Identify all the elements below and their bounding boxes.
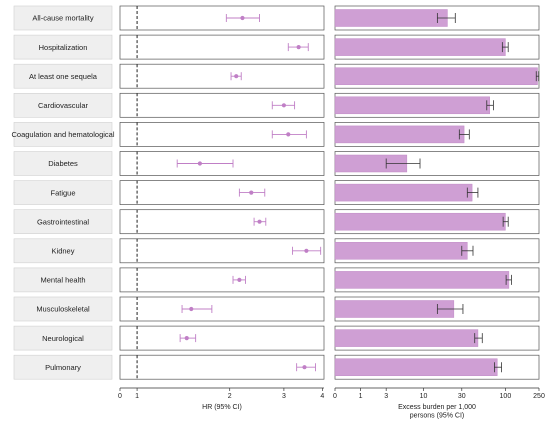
burden-bar <box>334 38 506 56</box>
hr-panel <box>119 354 325 380</box>
row-label: Gastrointestinal <box>37 217 89 226</box>
burden-axis-title-line: persons (95% CI) <box>410 413 464 420</box>
row-label: Cardiovascular <box>38 101 89 110</box>
row-label-box <box>13 63 113 89</box>
hr-tick-label: 2 <box>228 393 232 400</box>
hr-point <box>257 219 262 224</box>
row-label-box <box>13 238 113 264</box>
hr-point <box>237 277 242 282</box>
row-label: Fatigue <box>50 188 75 197</box>
row-label: At least one sequela <box>29 72 98 81</box>
hr-panel <box>119 267 325 293</box>
hr-point <box>249 190 254 195</box>
row-label-box <box>13 325 113 351</box>
row-label-box <box>13 122 113 147</box>
burden-axis-title-line: Excess burden per 1,000 <box>398 404 476 411</box>
burden-axis-title: Excess burden per 1,000 persons (95% CI) <box>398 404 476 420</box>
hr-point <box>302 365 307 370</box>
hr-point <box>240 15 245 21</box>
rows: All-cause mortality Hospitalization At lea… <box>12 5 540 380</box>
hr-point <box>184 336 189 341</box>
hr-tick-label: 3 <box>282 393 286 400</box>
row-label: Neurological <box>42 334 84 343</box>
hr-point <box>281 103 286 108</box>
row-label-box <box>13 267 113 293</box>
burden-bar <box>334 329 479 347</box>
hr-point <box>189 306 194 312</box>
hr-point <box>296 45 301 50</box>
hr-tick-label: 1 <box>135 393 139 400</box>
hr-panel <box>119 238 325 264</box>
hr-point <box>304 248 309 253</box>
row-label: Kidney <box>52 247 75 256</box>
row-label: Hospitalization <box>39 43 88 52</box>
burden-bar <box>334 242 468 260</box>
row-label: Mental health <box>40 276 85 285</box>
row-label-box <box>13 34 113 60</box>
hr-panel <box>119 296 325 322</box>
burden-tick-label: 30 <box>458 393 466 400</box>
burden-bar <box>334 358 498 376</box>
burden-bar <box>334 96 490 115</box>
burden-tick-label: 100 <box>500 393 512 400</box>
burden-bar <box>334 271 510 289</box>
row-label-box <box>13 180 113 205</box>
burden-tick-label: 3 <box>384 393 388 400</box>
hr-tick-label: 0 <box>118 393 122 400</box>
hr-panel <box>119 325 325 351</box>
row-label-box <box>13 151 113 176</box>
row-label-box <box>13 296 113 322</box>
row-label-box <box>13 209 113 234</box>
hr-point <box>197 161 202 166</box>
burden-tick-label: 0 <box>333 393 337 400</box>
hr-point <box>286 132 291 137</box>
burden-bar <box>334 9 448 27</box>
burden-tick-label: 1 <box>359 393 363 400</box>
row-label: Pulmonary <box>45 363 81 372</box>
row-label: All-cause mortality <box>32 14 94 23</box>
hr-panel <box>119 180 325 205</box>
hr-axis-title: HR (95% CI) <box>202 404 242 411</box>
burden-bar <box>334 125 465 144</box>
burden-bar <box>334 212 506 231</box>
burden-bar <box>334 67 538 85</box>
row-label: Diabetes <box>48 159 78 168</box>
hr-panel <box>119 34 325 60</box>
row-label-box <box>13 93 113 118</box>
hr-point <box>234 74 239 79</box>
burden-tick-label: 10 <box>420 393 428 400</box>
row-label: Musculoskeletal <box>36 305 90 314</box>
axes: 0 1 2 3 4 HR (95% CI) 0 1 3 10 30 100 250 Excess burd… <box>118 387 545 420</box>
row-label-box <box>13 5 113 31</box>
burden-bar <box>334 183 473 202</box>
hr-tick-label: 4 <box>320 393 324 400</box>
hr-panel <box>119 209 325 235</box>
row-label: Coagulation and hematological <box>12 130 115 139</box>
burden-bar <box>334 300 455 318</box>
hr-panel <box>119 5 325 31</box>
row-label-box <box>13 354 113 380</box>
hr-panel <box>119 63 325 89</box>
burden-tick-label: 250 <box>533 393 545 400</box>
